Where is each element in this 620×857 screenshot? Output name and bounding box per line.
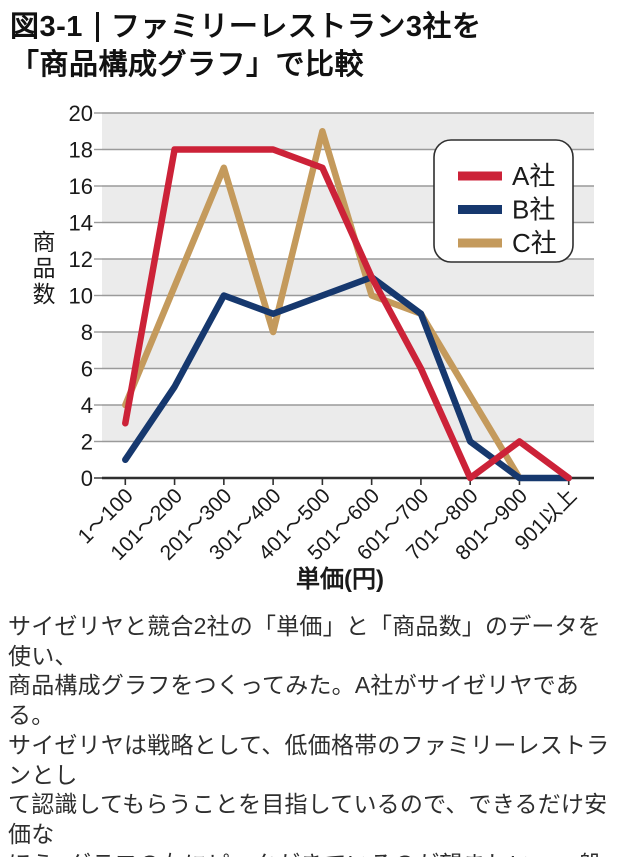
caption-line: ほう=グラフの左にピークがきているのが望ましい。一般に、 [8,850,614,857]
caption-line: て認識してもらうことを目指しているので、できるだけ安価な [8,791,608,847]
y-tick-label: 12 [69,247,93,272]
caption-line: サイゼリヤは戦略として、低価格帯のファミリーレストランとし [8,731,610,788]
caption-text: サイゼリヤと競合2社の「単価」と「商品数」のデータを使い、 商品構成グラフをつく… [8,612,614,857]
plot-band [102,332,594,369]
figure-title-line2: 「商品構成グラフ」で比較 [10,49,365,81]
y-tick-label: 14 [69,211,93,236]
caption-line: 商品構成グラフをつくってみた。A社がサイゼリヤである。 [8,672,579,729]
figure-number: 図3-1 [10,11,83,43]
caption-line: サイゼリヤと競合2社の「単価」と「商品数」のデータを使い、 [8,613,601,669]
y-tick-label: 10 [69,284,93,309]
y-tick-label: 0 [81,466,93,491]
x-axis-title: 単価(円) [296,565,384,593]
series-line-C社 [122,128,523,482]
legend-label-C社: C社 [512,228,557,258]
y-tick-label: 20 [69,101,93,126]
y-axis-title-char: 品 [33,255,56,281]
y-axis-title-char: 数 [33,281,56,307]
y-tick-label: 8 [81,320,93,345]
product-mix-line-chart: 024681012141618201〜100101〜200201〜300301〜… [33,101,594,593]
legend-label-B社: B社 [512,195,555,225]
y-tick-label: 2 [81,430,93,455]
y-tick-label: 16 [69,174,93,199]
legend-label-A社: A社 [512,161,555,191]
legend-box [433,139,574,263]
y-tick-label: 6 [81,357,93,382]
series-line-A社 [122,146,572,482]
y-axis-title-char: 商 [33,229,56,255]
figure-title-line1: 図3-1 ファミリーレストラン3社を [10,8,614,46]
y-tick-label: 4 [81,393,93,418]
figure-title-text: ファミリーレストラン3社を [110,11,482,43]
y-tick-label: 18 [69,138,93,163]
plot-band [102,405,594,442]
title-divider [95,12,99,42]
figure-title: 図3-1 ファミリーレストラン3社を 「商品構成グラフ」で比較 [10,8,614,84]
